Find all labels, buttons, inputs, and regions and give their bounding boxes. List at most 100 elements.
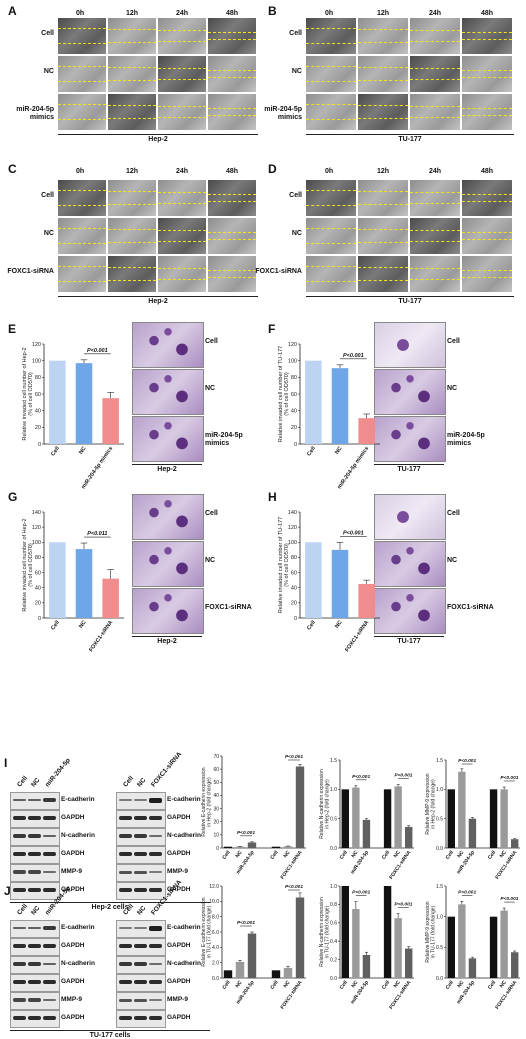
y-tick-label: 20 (35, 425, 41, 431)
bar (383, 789, 392, 848)
row-label-B: Cell (289, 30, 302, 37)
wound-edge-line (410, 106, 460, 107)
x-tick-label: NC (499, 849, 508, 859)
band-label-I: GAPDH (167, 814, 191, 821)
p-value-label: P<0.001 (352, 890, 370, 896)
p-value-label: P<0.001 (343, 353, 364, 359)
scratch-image-C (58, 218, 106, 254)
caption-rule-J (10, 1030, 210, 1031)
wound-edge-line (358, 191, 408, 192)
protein-band (28, 943, 41, 949)
panel-caption-E: Hep-2 (157, 466, 177, 473)
p-value-label: P<0.011 (87, 531, 107, 537)
wound-edge-line (358, 242, 408, 243)
y-tick-label: 0.0 (436, 976, 443, 982)
x-tick-label: FOXC1-siRNA (494, 849, 518, 880)
protein-band (43, 1015, 56, 1021)
caption-rule-D (306, 296, 514, 297)
scratch-image-D (410, 218, 460, 254)
protein-band (149, 815, 162, 821)
panel-letter-I: I (4, 756, 8, 770)
protein-band (119, 943, 132, 949)
bar (511, 952, 519, 978)
protein-band (119, 998, 132, 1002)
panel-letter-D: D (268, 162, 277, 176)
row-label-A: Cell (41, 30, 54, 37)
protein-band (13, 962, 26, 966)
y-axis-label: Relative N-cadherin expression (319, 897, 325, 967)
protein-band (134, 979, 147, 985)
wound-edge-line (158, 192, 206, 193)
protein-band (28, 870, 41, 874)
band-label-J: N-cadherin (61, 960, 95, 967)
x-tick-label: FOXC1-siRNA (88, 620, 114, 654)
wound-edge-line (208, 232, 256, 233)
y-axis-label: Relative MMP-9 expression (425, 901, 431, 962)
protein-band (43, 887, 56, 893)
y-tick-label: 80 (35, 555, 41, 561)
x-tick-label: Cell (269, 979, 280, 990)
protein-band (134, 1015, 147, 1021)
bar (295, 897, 305, 978)
protein-band (149, 835, 162, 837)
wound-edge-line (306, 43, 356, 44)
invasion-micrograph-G (132, 588, 204, 634)
y-tick-label: 4.0 (212, 945, 219, 951)
bar (468, 818, 477, 848)
protein-band (28, 962, 41, 966)
panel-caption-J: TU-177 cells (89, 1032, 131, 1039)
protein-band (13, 834, 26, 838)
blot-strip-J (116, 920, 166, 938)
invasion-micrograph-H (374, 588, 446, 634)
scratch-image-D (410, 256, 460, 292)
wound-edge-line (108, 191, 156, 192)
wound-edge-line (358, 267, 408, 268)
wound-edge-line (358, 229, 408, 230)
bar (362, 819, 371, 848)
protein-band (28, 887, 41, 893)
y-tick-label: 10 (213, 833, 219, 839)
panel-caption-I: Hep-2 cells (91, 904, 129, 911)
wound-edge-line (158, 268, 206, 269)
bar (489, 789, 498, 848)
wound-edge-line (58, 228, 106, 229)
scratch-image-C (208, 218, 256, 254)
y-tick-label: 40 (35, 586, 41, 592)
wound-edge-line (462, 115, 512, 116)
x-tick-label: miR-204-5p (456, 980, 476, 1006)
scratch-image-A (108, 94, 156, 130)
x-tick-label: NC (456, 979, 465, 989)
time-label-B: 24h (429, 10, 442, 17)
wound-edge-line (462, 194, 512, 195)
wound-edge-line (108, 80, 156, 81)
wound-edge-line (108, 267, 156, 268)
band-label-I: E-cadherin (61, 796, 95, 803)
panel-letter-B: B (268, 4, 277, 18)
y-tick-label: 80 (291, 375, 297, 381)
protein-band (13, 815, 26, 821)
wound-edge-line (158, 241, 206, 242)
bar (458, 771, 466, 848)
bar (235, 846, 245, 848)
scratch-image-A (58, 94, 106, 130)
scratch-image-A (208, 56, 256, 92)
x-tick-label: Cell (445, 979, 456, 990)
panel-caption-H: TU-177 (397, 638, 421, 645)
y-tick-label: 30 (213, 806, 219, 812)
bar (223, 846, 233, 848)
wound-edge-line (306, 28, 356, 29)
wound-edge-line (58, 243, 106, 244)
x-tick-label: NC (350, 979, 359, 989)
panel-letter-F: F (268, 322, 276, 336)
wound-edge-line (208, 115, 256, 116)
x-tick-label: NC (235, 849, 244, 859)
protein-band (13, 887, 26, 893)
wound-edge-line (410, 203, 460, 204)
y-tick-label: 0 (294, 442, 297, 448)
wound-edge-line (410, 241, 460, 242)
y-tick-label: 60 (291, 570, 297, 576)
x-tick-label: Cell (487, 979, 498, 990)
scratch-image-B (462, 94, 512, 130)
bar (341, 886, 349, 978)
